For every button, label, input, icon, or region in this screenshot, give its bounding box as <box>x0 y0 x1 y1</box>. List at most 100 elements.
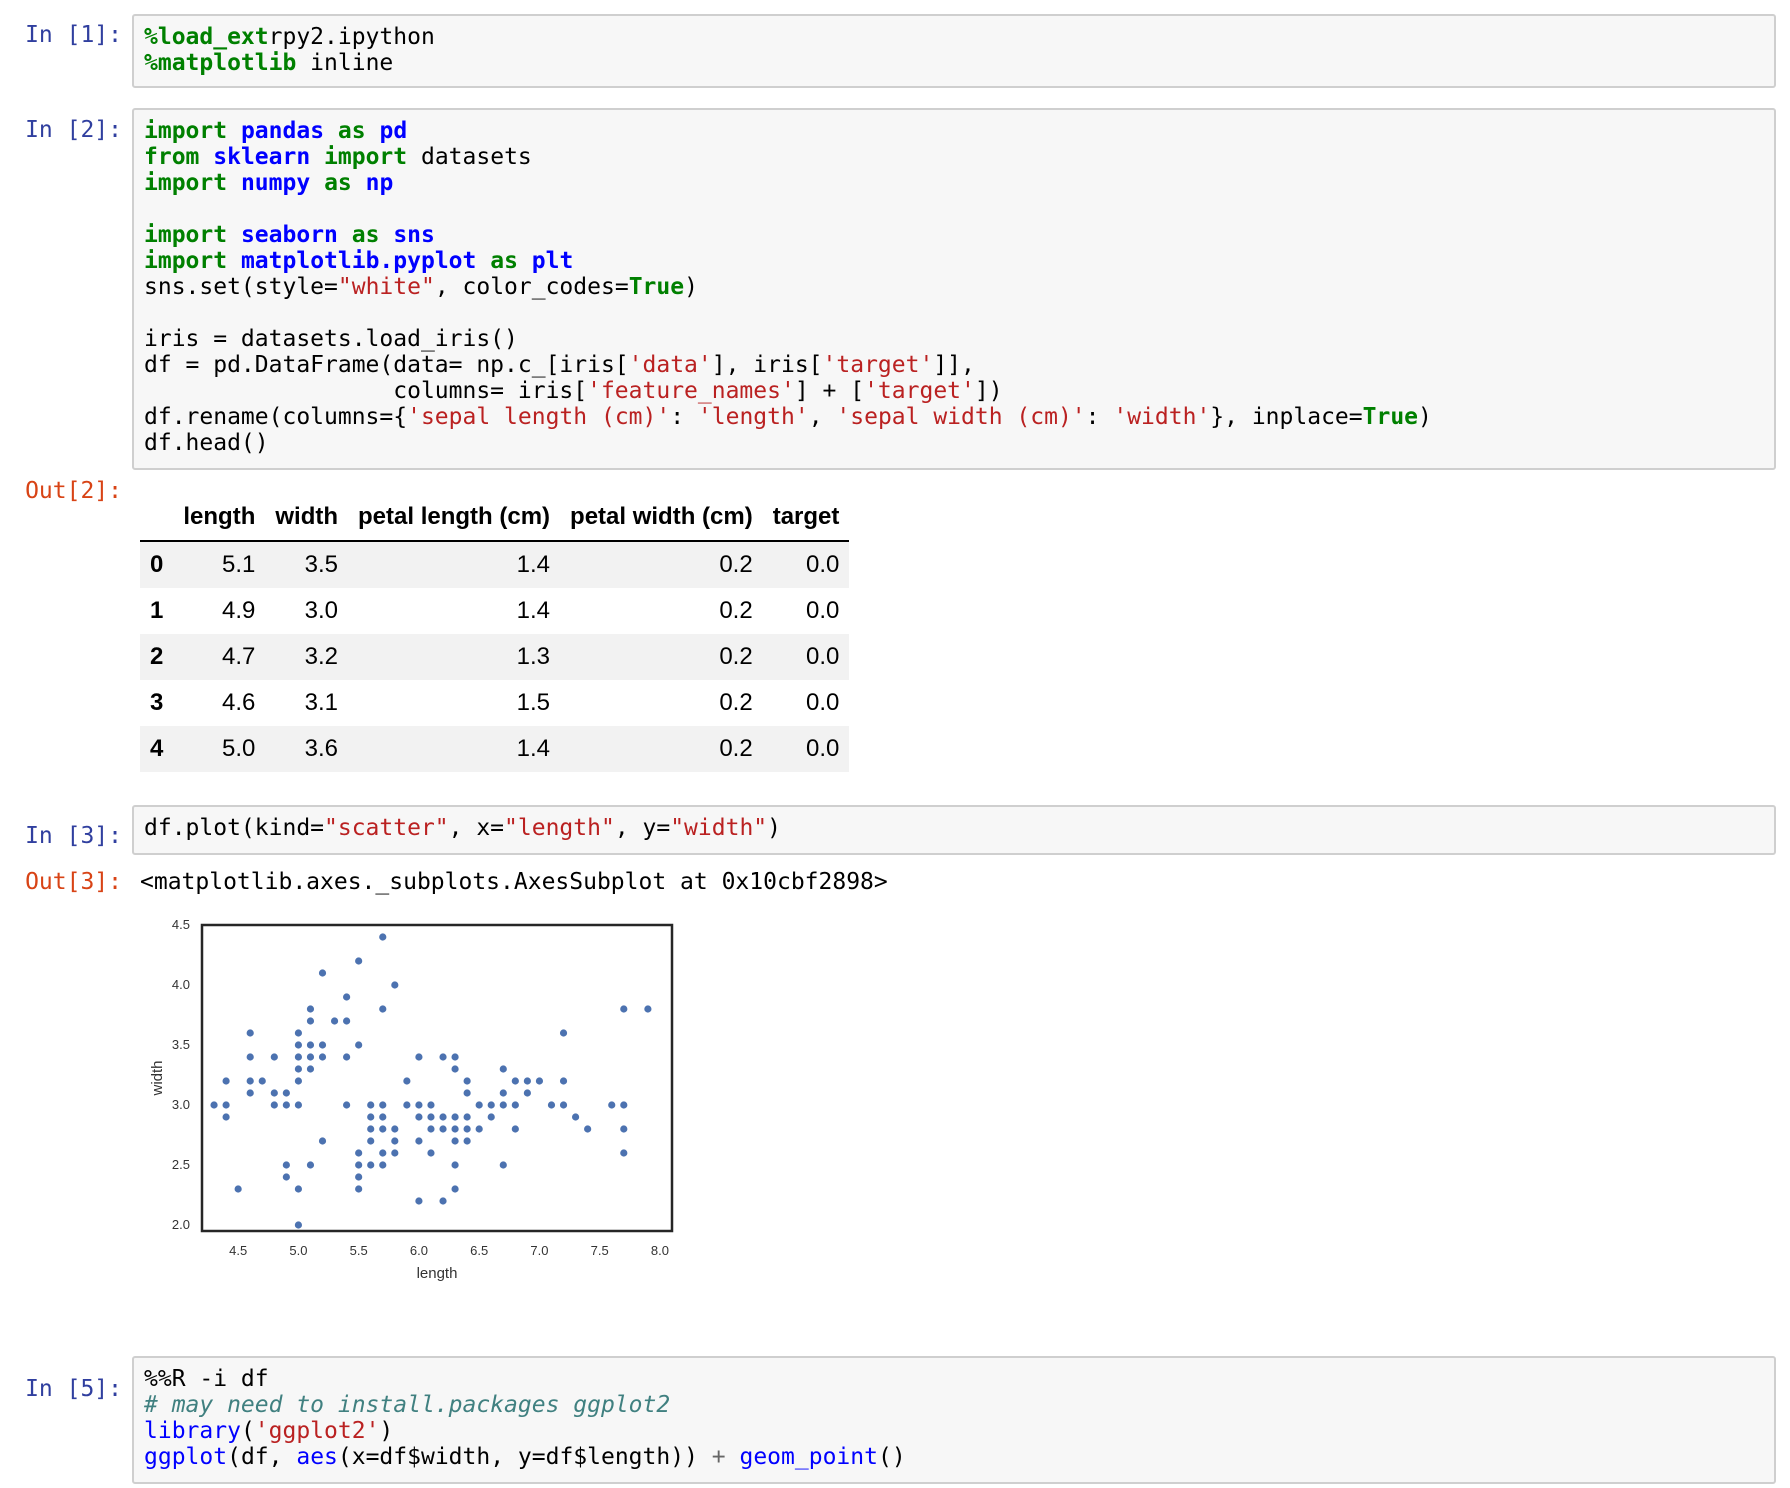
data-point <box>355 1173 363 1181</box>
data-point <box>415 1137 423 1145</box>
data-point <box>499 1161 507 1169</box>
y-tick-label: 4.0 <box>172 977 190 992</box>
code-token: "width" <box>670 815 768 841</box>
y-tick-label: 2.0 <box>172 1217 190 1232</box>
code-token: rpy2.ipython <box>268 24 435 50</box>
data-point <box>620 1125 628 1133</box>
code-token: import <box>144 248 228 274</box>
code-token: 'feature_names' <box>587 378 795 404</box>
code-token: , color_codes= <box>434 274 629 300</box>
data-point <box>367 1101 375 1109</box>
code-token <box>199 144 213 170</box>
data-point <box>294 1041 303 1049</box>
data-point <box>499 1101 507 1109</box>
data-point <box>294 1101 303 1109</box>
code-token: as <box>490 248 518 274</box>
code-token: df.plot(kind= <box>144 815 325 841</box>
data-point <box>318 1137 327 1145</box>
data-point <box>439 1125 447 1133</box>
code-token: ]], <box>933 352 975 378</box>
data-point <box>294 1221 303 1229</box>
code-token: ( <box>240 1418 255 1444</box>
data-point <box>367 1113 375 1121</box>
code-input-1[interactable]: %load_extrpy2.ipython %matplotlib inline <box>132 14 1776 88</box>
code-token: 'width' <box>1113 404 1211 430</box>
data-point <box>451 1113 459 1121</box>
column-header: petal length (cm) <box>348 494 561 542</box>
code-input-2[interactable]: import pandas as pd from sklearn import … <box>132 108 1776 470</box>
data-point <box>499 1065 507 1073</box>
data-point <box>282 1173 290 1181</box>
data-point <box>294 1029 303 1037</box>
code-token <box>227 170 241 196</box>
data-point <box>270 1053 278 1061</box>
data-point <box>355 1161 363 1169</box>
code-token: (x=df$width, y=df$length)) <box>337 1444 712 1470</box>
data-point <box>379 1005 387 1013</box>
code-token <box>227 222 241 248</box>
code-token: ) <box>684 274 698 300</box>
data-point <box>282 1089 290 1097</box>
table-cell: 0.2 <box>719 735 753 762</box>
code-token: pd <box>379 118 408 144</box>
data-point <box>343 993 351 1001</box>
y-axis-label: width <box>149 1060 166 1096</box>
column-header: petal width (cm) <box>560 494 763 542</box>
data-point <box>451 1065 459 1073</box>
data-point <box>306 1065 315 1073</box>
table-cell: 1.4 <box>516 597 551 624</box>
data-point <box>222 1101 230 1109</box>
data-point <box>499 1089 507 1097</box>
data-point <box>294 1065 303 1073</box>
table-cell: 0.0 <box>806 735 840 762</box>
table-cell: 1.4 <box>516 735 551 762</box>
data-point <box>415 1101 423 1109</box>
data-point <box>620 1101 628 1109</box>
data-point <box>584 1125 592 1133</box>
data-point <box>258 1077 266 1085</box>
data-point <box>294 1053 303 1061</box>
data-point <box>475 1125 483 1133</box>
data-point <box>463 1089 471 1097</box>
data-point <box>246 1029 254 1037</box>
data-point <box>427 1149 435 1157</box>
data-point <box>535 1077 544 1085</box>
column-header: width <box>265 494 349 542</box>
code-input-3[interactable]: df.plot(kind="scatter", x="length", y="w… <box>132 805 1776 855</box>
x-tick-label: 5.5 <box>350 1243 368 1258</box>
code-token: ) <box>1418 404 1432 430</box>
data-point <box>415 1113 423 1121</box>
plot-frame <box>200 923 674 1233</box>
in-prompt-1: In [1]: <box>25 22 122 48</box>
data-point <box>463 1077 471 1085</box>
code-token: 'sepal width (cm)' <box>836 404 1086 430</box>
data-point <box>487 1101 495 1109</box>
data-point <box>379 933 387 941</box>
table-cell: 5.0 <box>221 735 256 762</box>
code-token: as <box>324 170 352 196</box>
data-point <box>343 1053 351 1061</box>
data-point <box>427 1113 435 1121</box>
table-cell: 0.2 <box>719 597 753 624</box>
table-cell: 3.5 <box>304 551 339 578</box>
code-token: : <box>1085 404 1114 430</box>
table-cell: 4.7 <box>221 643 256 670</box>
data-point <box>620 1005 628 1013</box>
data-point <box>391 981 399 989</box>
row-index: 2 <box>150 643 164 670</box>
data-point <box>330 1017 339 1025</box>
row-index: 0 <box>150 551 164 578</box>
code-token: df.head() <box>144 430 269 456</box>
code-token: ]) <box>974 378 1003 404</box>
table-cell: 0.0 <box>806 689 840 716</box>
table-cell: 0.0 <box>806 551 840 578</box>
out-prompt-3: Out[3]: <box>25 869 122 895</box>
code-token: library <box>144 1418 241 1444</box>
data-point <box>463 1125 471 1133</box>
code-input-5[interactable]: %%R -i df # may need to install.packages… <box>132 1356 1776 1484</box>
code-token: ) <box>767 815 781 841</box>
code-token: (df, <box>227 1444 297 1470</box>
data-point <box>379 1149 387 1157</box>
data-point <box>463 1113 471 1121</box>
code-token <box>366 118 380 144</box>
